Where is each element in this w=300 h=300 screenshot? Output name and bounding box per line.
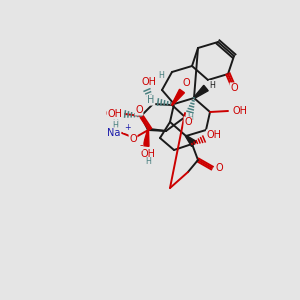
Text: H: H <box>112 121 118 130</box>
Polygon shape <box>172 89 184 105</box>
Text: O: O <box>135 105 143 115</box>
Text: H: H <box>158 71 164 80</box>
Text: O: O <box>230 83 238 93</box>
Text: OH: OH <box>142 77 157 87</box>
Text: H: H <box>112 119 118 128</box>
Text: H: H <box>209 80 215 89</box>
Text: H: H <box>147 95 155 105</box>
Text: H: H <box>187 113 193 122</box>
Polygon shape <box>194 85 208 98</box>
Text: O: O <box>182 78 190 88</box>
Text: O: O <box>184 117 192 127</box>
Text: Na: Na <box>107 128 121 138</box>
Text: OH: OH <box>140 149 155 159</box>
Text: -: - <box>139 140 143 150</box>
Text: OH: OH <box>206 130 221 140</box>
Text: OH: OH <box>106 109 121 119</box>
Polygon shape <box>186 136 196 146</box>
Text: +: + <box>124 124 130 133</box>
Text: O: O <box>215 163 223 173</box>
Text: H: H <box>145 158 151 166</box>
Text: OH: OH <box>232 106 247 116</box>
Text: OH: OH <box>107 109 122 119</box>
Polygon shape <box>143 130 149 146</box>
Text: O: O <box>129 134 137 144</box>
